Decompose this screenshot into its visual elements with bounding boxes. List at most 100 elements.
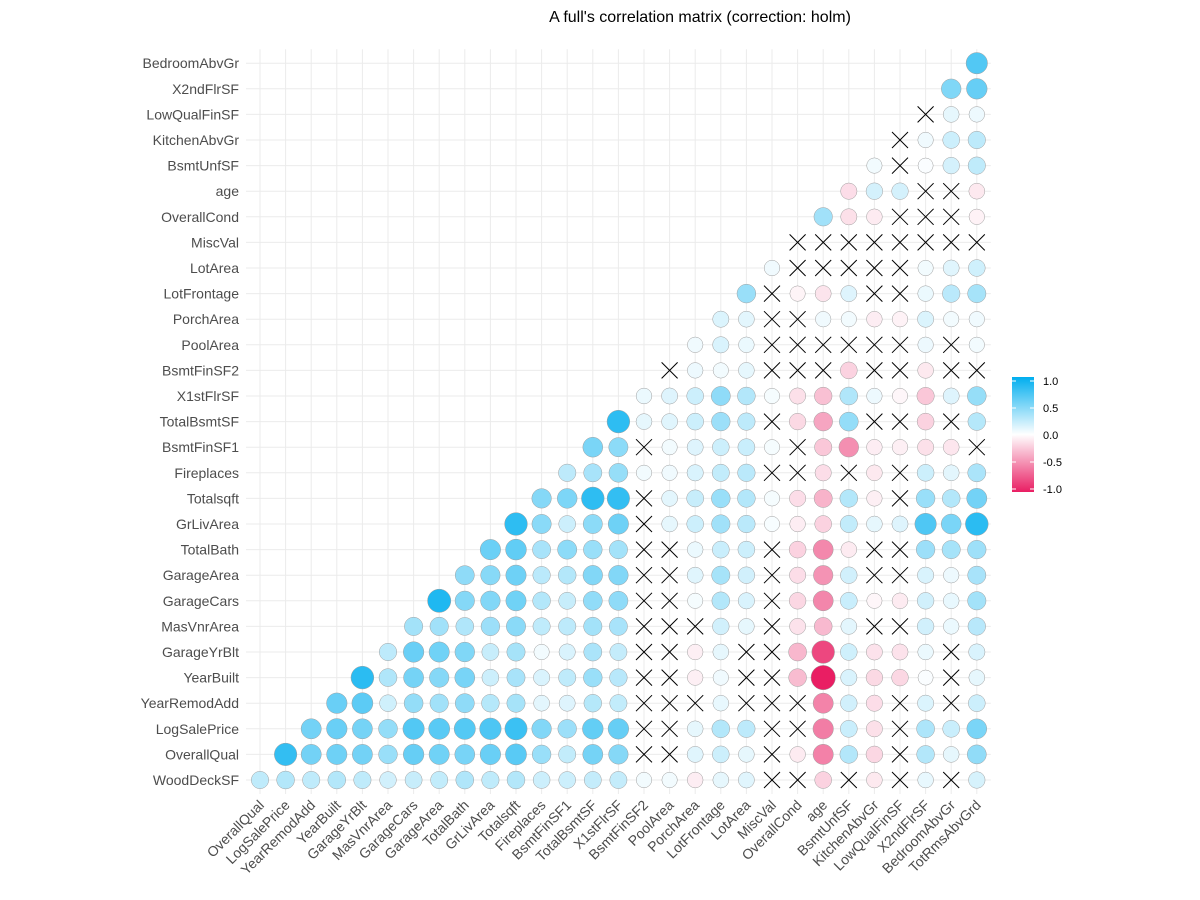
insignificant-cross xyxy=(942,362,960,379)
insignificant-cross xyxy=(891,336,909,354)
correlation-circle xyxy=(533,669,551,687)
insignificant-cross xyxy=(661,592,678,610)
correlation-circle xyxy=(531,718,552,739)
correlation-circle xyxy=(505,590,527,612)
correlation-circle xyxy=(943,311,960,328)
correlation-circle xyxy=(300,744,322,765)
correlation-circle xyxy=(661,490,678,507)
y-tick-label: KitchenAbvGr xyxy=(153,132,240,148)
correlation-circle xyxy=(916,719,935,739)
correlation-circle xyxy=(813,207,833,227)
y-tick-label: LotArea xyxy=(190,260,239,276)
correlation-circle xyxy=(967,540,987,560)
correlation-circle xyxy=(764,388,780,404)
correlation-circle xyxy=(737,438,756,456)
correlation-circle xyxy=(428,717,451,740)
correlation-circle xyxy=(687,669,704,686)
insignificant-cross xyxy=(789,336,806,354)
correlation-circle xyxy=(609,668,628,687)
correlation-circle xyxy=(813,411,833,432)
correlation-circle xyxy=(582,565,603,586)
y-tick-label: PorchArea xyxy=(173,311,239,327)
correlation-circle xyxy=(661,772,678,788)
insignificant-cross xyxy=(840,336,858,354)
correlation-circle xyxy=(839,489,858,508)
insignificant-cross xyxy=(763,592,781,610)
insignificant-cross xyxy=(789,464,806,482)
y-tick-label: TotalBath xyxy=(181,542,239,558)
correlation-circle xyxy=(302,771,321,789)
insignificant-cross xyxy=(866,618,883,635)
correlation-circle xyxy=(583,667,603,688)
correlation-circle xyxy=(558,592,576,610)
correlation-circle xyxy=(967,386,987,406)
correlation-circle xyxy=(428,641,450,663)
correlation-circle xyxy=(866,592,883,609)
correlation-circle xyxy=(917,310,935,328)
insignificant-cross xyxy=(763,746,781,763)
correlation-circle xyxy=(839,386,859,406)
insignificant-cross xyxy=(942,336,960,354)
correlation-circle xyxy=(608,540,628,560)
correlation-circle xyxy=(454,744,476,765)
correlation-circle xyxy=(840,618,858,635)
correlation-circle xyxy=(635,413,653,430)
correlation-circle xyxy=(712,540,730,559)
insignificant-cross xyxy=(763,310,781,328)
insignificant-cross xyxy=(891,157,909,174)
correlation-circle xyxy=(429,693,449,713)
correlation-circle xyxy=(917,669,934,686)
correlation-circle xyxy=(711,463,730,482)
correlation-circle xyxy=(558,694,576,712)
insignificant-cross xyxy=(840,771,858,789)
insignificant-cross xyxy=(814,234,832,251)
correlation-circle xyxy=(789,387,807,405)
correlation-circle xyxy=(839,515,858,533)
correlation-circle xyxy=(942,106,960,123)
insignificant-cross xyxy=(942,182,960,200)
correlation-circle xyxy=(789,618,806,635)
correlation-circle xyxy=(891,311,909,328)
correlation-circle xyxy=(965,52,988,75)
insignificant-cross xyxy=(942,771,960,789)
correlation-circle xyxy=(608,463,629,483)
insignificant-cross xyxy=(635,566,653,584)
insignificant-cross xyxy=(763,669,781,686)
correlation-circle xyxy=(917,336,934,353)
insignificant-cross xyxy=(763,285,781,302)
correlation-circle xyxy=(812,539,834,560)
correlation-circle xyxy=(865,694,883,712)
y-tick-label: GarageCars xyxy=(163,593,239,609)
correlation-circle xyxy=(916,412,935,431)
correlation-circle xyxy=(942,387,960,405)
correlation-circle xyxy=(712,669,729,686)
correlation-circle xyxy=(351,692,374,714)
correlation-circle xyxy=(838,437,859,458)
correlation-circle xyxy=(840,643,858,661)
correlation-circle xyxy=(789,746,806,763)
correlation-circle xyxy=(811,640,835,664)
legend-tick-label: -1.0 xyxy=(1043,484,1062,496)
insignificant-cross xyxy=(635,515,653,533)
correlation-circle xyxy=(866,490,883,507)
insignificant-cross xyxy=(814,336,832,354)
insignificant-cross xyxy=(968,234,986,251)
insignificant-cross xyxy=(968,362,986,379)
correlation-circle xyxy=(967,412,986,431)
correlation-circle xyxy=(687,771,704,789)
correlation-circle xyxy=(943,592,960,609)
insignificant-cross xyxy=(635,541,653,558)
correlation-circle xyxy=(481,643,500,661)
correlation-circle xyxy=(661,413,678,430)
correlation-circle xyxy=(812,692,834,714)
insignificant-cross xyxy=(866,336,883,354)
insignificant-cross xyxy=(942,669,960,686)
insignificant-cross xyxy=(686,694,704,712)
correlation-circle xyxy=(891,669,909,687)
correlation-circle xyxy=(583,463,603,483)
y-tick-label: MasVnrArea xyxy=(161,618,239,634)
legend-colorbar xyxy=(1012,377,1034,492)
insignificant-cross xyxy=(866,541,883,558)
legend-tick-label: 0.0 xyxy=(1043,430,1058,442)
correlation-circle xyxy=(583,591,603,611)
